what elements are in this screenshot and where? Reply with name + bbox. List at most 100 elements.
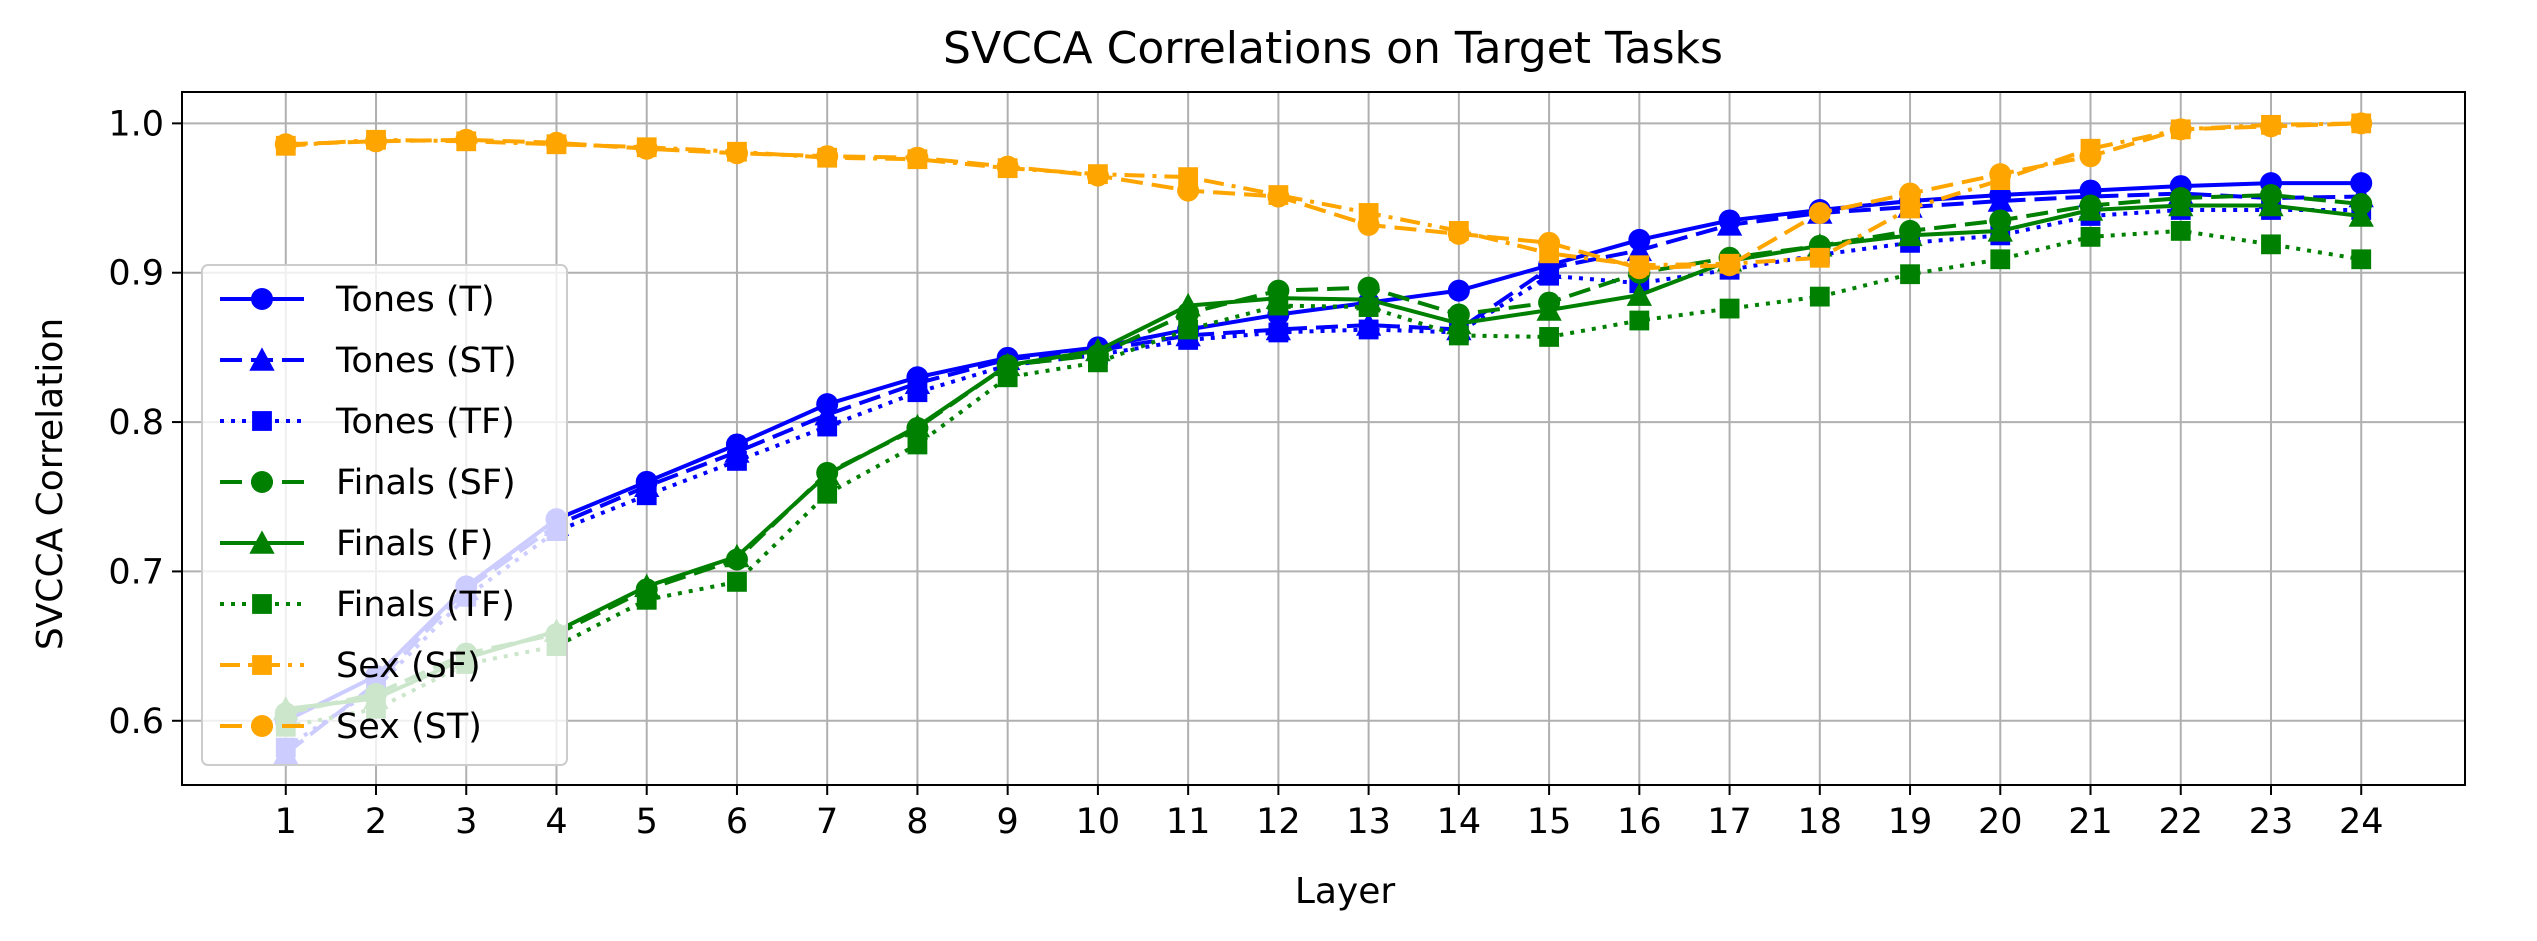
x-tick-label: 15 xyxy=(1527,802,1572,842)
data-point xyxy=(1538,231,1561,254)
data-point xyxy=(1175,292,1201,317)
series-line xyxy=(284,191,2362,756)
data-point xyxy=(455,128,478,151)
legend-label: Tones (ST) xyxy=(335,341,517,381)
legend-marker xyxy=(252,655,272,675)
x-tick-label: 1 xyxy=(275,802,297,842)
legend-marker xyxy=(252,411,272,431)
data-point xyxy=(2080,226,2101,247)
data-point xyxy=(1086,164,1109,187)
x-tick-label: 24 xyxy=(2339,802,2384,842)
data-point xyxy=(635,137,658,160)
data-point xyxy=(1987,218,2013,242)
data-point xyxy=(1539,327,1559,347)
data-point xyxy=(725,142,748,165)
data-point xyxy=(1357,213,1380,236)
data-point xyxy=(1987,188,2013,212)
data-point xyxy=(636,589,657,610)
legend-marker xyxy=(249,347,275,371)
data-point xyxy=(997,367,1018,388)
data-point xyxy=(1899,182,1922,205)
data-point xyxy=(1358,297,1379,317)
series-line xyxy=(284,181,2362,723)
data-point xyxy=(1900,264,1920,285)
data-point xyxy=(904,413,931,438)
x-tick-label: 17 xyxy=(1707,802,1752,842)
x-tick-label: 9 xyxy=(997,802,1019,842)
data-point xyxy=(274,133,297,156)
y-tick-label: 1.0 xyxy=(108,104,164,144)
data-point xyxy=(1718,254,1741,277)
series-line xyxy=(285,121,2362,268)
x-tick-label: 16 xyxy=(1617,802,1662,842)
data-point xyxy=(907,434,928,455)
x-tick-label: 23 xyxy=(2249,802,2294,842)
legend-marker xyxy=(249,530,275,554)
legend-label: Sex (ST) xyxy=(336,707,482,747)
legend-item: Tones (TF) xyxy=(220,402,515,442)
x-tick-label: 11 xyxy=(1166,802,1211,842)
x-tick-label: 3 xyxy=(455,802,477,842)
data-point xyxy=(2169,118,2192,141)
data-point xyxy=(816,145,839,168)
data-point xyxy=(1626,282,1652,306)
legend-label: Sex (SF) xyxy=(336,646,481,686)
x-tick-label: 20 xyxy=(1978,802,2023,842)
y-tick-label: 0.9 xyxy=(108,254,164,294)
legend-label: Finals (SF) xyxy=(336,463,516,503)
plot-area-frame xyxy=(181,91,2466,786)
series-line xyxy=(285,228,2362,729)
legend: Tones (T) Tones (ST) Tones (TF) Finals (SF)… xyxy=(201,264,568,766)
series-sex-st xyxy=(274,112,2373,280)
data-point xyxy=(1990,249,2011,270)
x-tick-label: 12 xyxy=(1256,802,1301,842)
data-point xyxy=(996,155,1019,178)
data-point xyxy=(1178,319,1199,340)
legend-label: Tones (T) xyxy=(335,280,495,320)
data-point xyxy=(545,131,568,154)
data-point xyxy=(1809,286,1830,307)
data-point xyxy=(1629,310,1650,331)
legend-box xyxy=(201,264,568,766)
data-point xyxy=(2079,145,2102,168)
data-point xyxy=(906,146,929,169)
legend-label: Finals (TF) xyxy=(336,585,515,625)
x-tick-label: 21 xyxy=(2068,802,2113,842)
data-point xyxy=(636,485,657,506)
series-line xyxy=(284,207,2362,750)
data-point xyxy=(2348,203,2374,227)
data-point xyxy=(1088,352,1108,373)
legend-item: Finals (F) xyxy=(220,524,493,564)
data-point xyxy=(365,130,388,153)
data-point xyxy=(2168,192,2194,217)
data-point xyxy=(2261,234,2281,255)
data-point xyxy=(1626,237,1652,262)
x-tick-label: 13 xyxy=(1346,802,1391,842)
data-point xyxy=(727,451,747,471)
data-point xyxy=(1358,319,1379,340)
data-point xyxy=(1268,295,1289,316)
data-point xyxy=(1536,297,1562,321)
data-point xyxy=(817,416,838,437)
legend-marker xyxy=(251,471,273,493)
x-tick-label: 4 xyxy=(545,802,567,842)
legend-item: Finals (SF) xyxy=(220,463,516,503)
data-point xyxy=(727,571,747,592)
x-axis-label: Layer xyxy=(1295,871,1396,912)
data-point xyxy=(1447,222,1470,245)
data-point xyxy=(1267,185,1290,208)
chart-title: SVCCA Correlations on Target Tasks xyxy=(943,23,1723,74)
data-point xyxy=(2351,249,2372,270)
x-tick-label: 22 xyxy=(2158,802,2203,842)
legend-item: Sex (SF) xyxy=(220,646,481,686)
data-point xyxy=(1448,325,1469,346)
data-point xyxy=(1628,257,1651,280)
data-point xyxy=(1989,163,2012,186)
legend-marker xyxy=(251,715,273,737)
data-point xyxy=(1808,201,1831,224)
series-line xyxy=(285,193,2362,716)
data-point xyxy=(1539,265,1559,286)
x-tick-label: 18 xyxy=(1798,802,1843,842)
legend-label: Finals (F) xyxy=(336,524,493,564)
data-point xyxy=(2170,220,2191,241)
